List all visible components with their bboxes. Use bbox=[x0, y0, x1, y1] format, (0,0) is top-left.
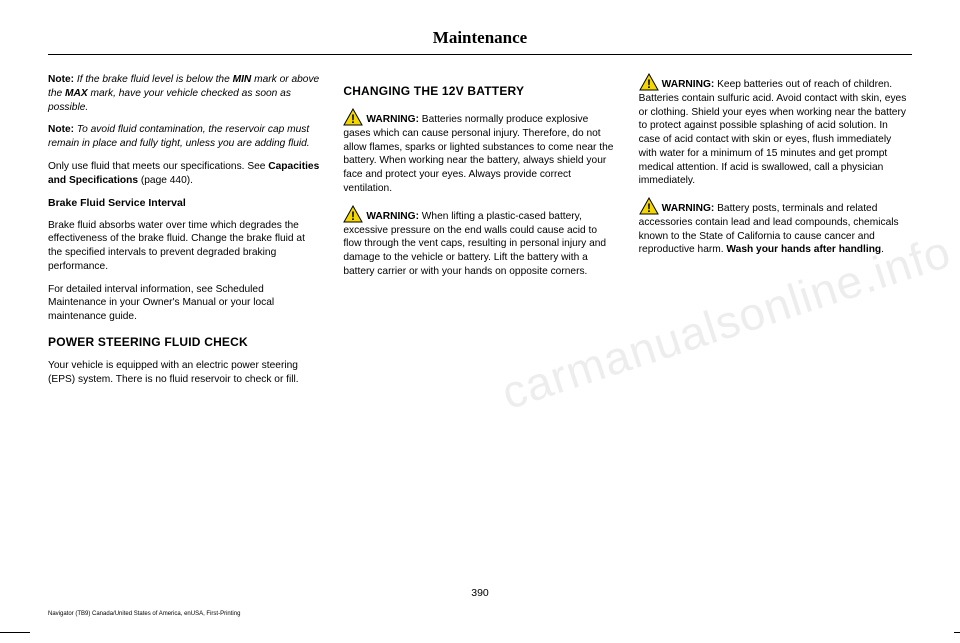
warning-bold-tail: Wash your hands after handling bbox=[726, 244, 881, 255]
chapter-title: Maintenance bbox=[48, 28, 912, 48]
column-2: CHANGING THE 12V BATTERY ! WARNING: Batt… bbox=[343, 73, 616, 396]
content-columns: Note: If the brake fluid level is below … bbox=[48, 73, 912, 396]
warning-label: WARNING: bbox=[366, 114, 419, 125]
warning-triangle-icon: ! bbox=[343, 108, 363, 126]
note-text: To avoid fluid contamination, the reserv… bbox=[48, 124, 310, 149]
svg-text:!: ! bbox=[647, 77, 651, 91]
note-label: Note: bbox=[48, 124, 74, 135]
heading-12v-battery: CHANGING THE 12V BATTERY bbox=[343, 83, 616, 99]
warning-lifting-battery: ! WARNING: When lifting a plastic-cased … bbox=[343, 205, 616, 279]
warning-text: Keep batteries out of reach of children.… bbox=[639, 79, 907, 186]
svg-text:!: ! bbox=[351, 209, 355, 223]
heading-power-steering: POWER STEERING FLUID CHECK bbox=[48, 334, 321, 350]
note-min: MIN bbox=[233, 74, 252, 85]
warning-label: WARNING: bbox=[662, 203, 715, 214]
warning-label: WARNING: bbox=[662, 79, 715, 90]
warning-explosive-gases: ! WARNING: Batteries normally produce ex… bbox=[343, 108, 616, 196]
warning-text: . bbox=[881, 244, 884, 255]
warning-children-acid: ! WARNING: Keep batteries out of reach o… bbox=[639, 73, 912, 188]
fluid-spec-paragraph: Only use fluid that meets our specificat… bbox=[48, 160, 321, 188]
note-label: Note: bbox=[48, 74, 74, 85]
crop-mark-right bbox=[954, 632, 960, 633]
svg-text:!: ! bbox=[647, 201, 651, 215]
crop-mark-left bbox=[0, 632, 30, 633]
footer-imprint: Navigator (TB9) Canada/United States of … bbox=[48, 611, 240, 617]
column-1: Note: If the brake fluid level is below … bbox=[48, 73, 321, 396]
note-text: If the brake fluid level is below the bbox=[74, 74, 233, 85]
warning-text: Batteries normally produce explosive gas… bbox=[343, 114, 613, 194]
note-contamination: Note: To avoid fluid contamination, the … bbox=[48, 123, 321, 151]
note-brake-level: Note: If the brake fluid level is below … bbox=[48, 73, 321, 114]
svg-text:!: ! bbox=[351, 112, 355, 126]
manual-page: Maintenance Note: If the brake fluid lev… bbox=[0, 0, 960, 643]
warning-lead-compounds: ! WARNING: Battery posts, terminals and … bbox=[639, 197, 912, 257]
interval-info-paragraph: For detailed interval information, see S… bbox=[48, 283, 321, 324]
warning-triangle-icon: ! bbox=[639, 73, 659, 91]
brake-absorb-paragraph: Brake fluid absorbs water over time whic… bbox=[48, 219, 321, 274]
column-3: ! WARNING: Keep batteries out of reach o… bbox=[639, 73, 912, 396]
eps-paragraph: Your vehicle is equipped with an electri… bbox=[48, 359, 321, 387]
warning-triangle-icon: ! bbox=[639, 197, 659, 215]
note-max: MAX bbox=[65, 88, 88, 99]
warning-triangle-icon: ! bbox=[343, 205, 363, 223]
text: (page 440). bbox=[138, 175, 193, 186]
header-rule bbox=[48, 54, 912, 55]
heading-brake-interval: Brake Fluid Service Interval bbox=[48, 196, 321, 210]
text: Only use fluid that meets our specificat… bbox=[48, 161, 268, 172]
warning-label: WARNING: bbox=[366, 211, 419, 222]
page-number: 390 bbox=[0, 587, 960, 599]
